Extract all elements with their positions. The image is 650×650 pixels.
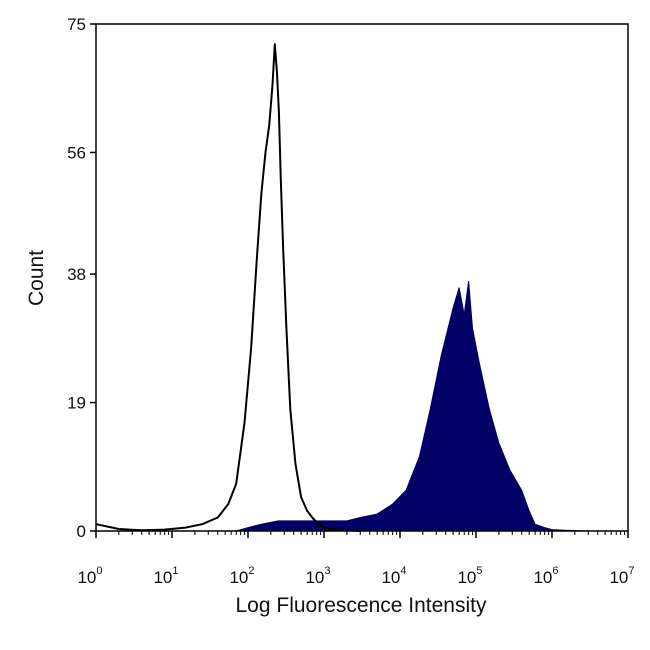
y-tick-label: 75 <box>67 15 86 34</box>
plot-area <box>95 23 629 532</box>
x-tick-label: 106 <box>533 565 558 587</box>
y-axis-title: Count <box>25 250 48 306</box>
axis-ticks: 0 19 38 56 75 100 101 102 103 104 105 106 107 <box>67 15 634 587</box>
y-tick-label: 19 <box>67 394 86 413</box>
x-tick-label: 105 <box>457 565 482 587</box>
x-axis-title: Log Fluorescence Intensity <box>236 594 487 617</box>
series-outline-histogram <box>95 43 361 532</box>
plot-frame <box>95 23 629 532</box>
x-tick-label: 104 <box>381 565 406 587</box>
x-tick-label: 107 <box>609 565 634 587</box>
y-tick-label: 38 <box>67 265 86 284</box>
y-tick-label: 56 <box>67 143 86 162</box>
x-tick-label: 103 <box>305 565 330 587</box>
x-tick-label: 102 <box>229 565 254 587</box>
y-tick-label: 0 <box>77 522 86 541</box>
x-tick-label: 100 <box>77 565 102 587</box>
series-filled-histogram <box>236 280 589 532</box>
x-tick-label: 101 <box>153 565 178 587</box>
